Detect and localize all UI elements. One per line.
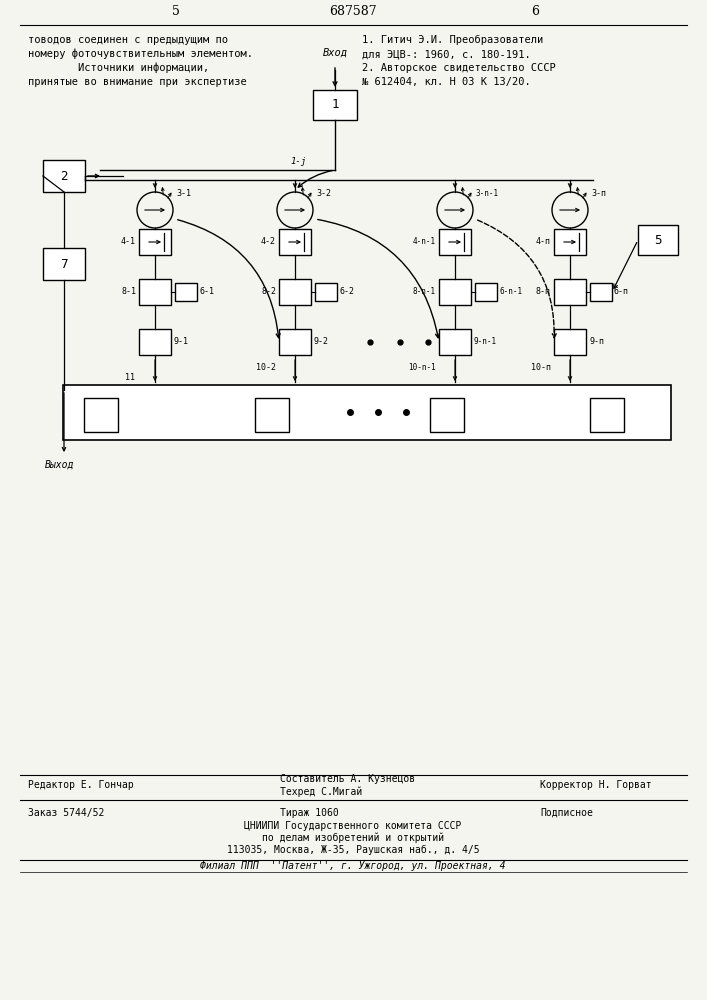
Text: 9-2: 9-2 — [314, 338, 329, 347]
Bar — [475, 283, 497, 301]
Bar — [43, 248, 85, 280]
Text: 7: 7 — [60, 257, 68, 270]
Text: Источники информации,: Источники информации, — [28, 63, 209, 73]
Text: Корректор Н. Горват: Корректор Н. Горват — [540, 780, 652, 790]
Bar — [590, 398, 624, 432]
Bar — [313, 90, 357, 120]
Text: 9-n-1: 9-n-1 — [474, 338, 497, 347]
Bar — [279, 329, 311, 355]
Text: Техред С.Мигай: Техред С.Мигай — [280, 787, 362, 797]
Text: 6: 6 — [531, 5, 539, 18]
Text: 1-j: 1-j — [290, 157, 306, 166]
Text: 6-1: 6-1 — [199, 288, 214, 296]
Bar — [554, 279, 586, 305]
Text: Заказ 5744/52: Заказ 5744/52 — [28, 808, 105, 818]
Bar — [84, 398, 118, 432]
Text: 8-п: 8-п — [536, 288, 551, 296]
Text: 1: 1 — [332, 99, 339, 111]
Bar — [175, 283, 197, 301]
Text: 10-п: 10-п — [531, 363, 551, 372]
Bar — [43, 160, 85, 192]
Bar — [638, 225, 678, 255]
Text: Тираж 1060: Тираж 1060 — [280, 808, 339, 818]
Text: Редактор Е. Гончар: Редактор Е. Гончар — [28, 780, 134, 790]
Bar — [315, 283, 337, 301]
Text: № 612404, кл. Н 03 К 13/20.: № 612404, кл. Н 03 К 13/20. — [362, 77, 531, 87]
Bar — [279, 229, 311, 255]
Bar — [439, 279, 471, 305]
Text: 3-n-1: 3-n-1 — [476, 190, 499, 198]
Text: 3-п: 3-п — [591, 190, 606, 198]
Text: 11: 11 — [125, 372, 135, 381]
Text: Вход: Вход — [322, 48, 348, 58]
Text: 4-2: 4-2 — [261, 237, 276, 246]
Bar — [63, 385, 671, 440]
Text: 4-n-1: 4-n-1 — [413, 237, 436, 246]
Text: 9-п: 9-п — [589, 338, 604, 347]
Text: Составитель А. Кузнецов: Составитель А. Кузнецов — [280, 774, 415, 784]
Text: для ЭЦВ-: 1960, с. 180-191.: для ЭЦВ-: 1960, с. 180-191. — [362, 49, 531, 59]
Bar — [255, 398, 289, 432]
Bar — [554, 329, 586, 355]
Text: 5: 5 — [172, 5, 180, 18]
Text: 10-n-1: 10-n-1 — [408, 363, 436, 372]
Text: 8-2: 8-2 — [261, 288, 276, 296]
Text: 9-1: 9-1 — [174, 338, 189, 347]
Text: ЦНИИПИ Государственного комитета СССР: ЦНИИПИ Государственного комитета СССР — [245, 821, 462, 831]
Text: Выход: Выход — [45, 460, 74, 470]
Text: 6-п: 6-п — [614, 288, 629, 296]
Text: 4-п: 4-п — [536, 237, 551, 246]
Text: Филиал ППП  ''Патент'', г. Ужгород, ул. Проектная, 4: Филиал ППП ''Патент'', г. Ужгород, ул. П… — [200, 861, 506, 871]
Bar — [554, 229, 586, 255]
Text: товодов соединен с предыдущим по: товодов соединен с предыдущим по — [28, 35, 228, 45]
Bar — [139, 329, 171, 355]
Bar — [430, 398, 464, 432]
Text: 6-2: 6-2 — [339, 288, 354, 296]
Bar — [139, 229, 171, 255]
Bar — [279, 279, 311, 305]
Text: Подписное: Подписное — [540, 808, 593, 818]
Text: 8-n-1: 8-n-1 — [413, 288, 436, 296]
Bar — [439, 329, 471, 355]
Text: 3-2: 3-2 — [316, 190, 331, 198]
Bar — [590, 283, 612, 301]
Text: 5: 5 — [654, 233, 662, 246]
Text: 2. Авторское свидетельство СССР: 2. Авторское свидетельство СССР — [362, 63, 556, 73]
Text: принятые во внимание при экспертизе: принятые во внимание при экспертизе — [28, 77, 247, 87]
Text: 10-2: 10-2 — [256, 363, 276, 372]
Text: номеру фоточувствительным элементом.: номеру фоточувствительным элементом. — [28, 49, 253, 59]
Text: 2: 2 — [60, 169, 68, 182]
Text: 4-1: 4-1 — [121, 237, 136, 246]
Text: по делам изобретений и открытий: по делам изобретений и открытий — [262, 833, 444, 843]
Text: 1. Гитич Э.И. Преобразователи: 1. Гитич Э.И. Преобразователи — [362, 35, 543, 45]
Text: 6-n-1: 6-n-1 — [499, 288, 522, 296]
Text: 3-1: 3-1 — [176, 190, 191, 198]
Text: 8-1: 8-1 — [121, 288, 136, 296]
Bar — [439, 229, 471, 255]
Bar — [139, 279, 171, 305]
Text: 113035, Москва, Ж-35, Раушская наб., д. 4/5: 113035, Москва, Ж-35, Раушская наб., д. … — [227, 845, 479, 855]
Text: 687587: 687587 — [329, 5, 377, 18]
